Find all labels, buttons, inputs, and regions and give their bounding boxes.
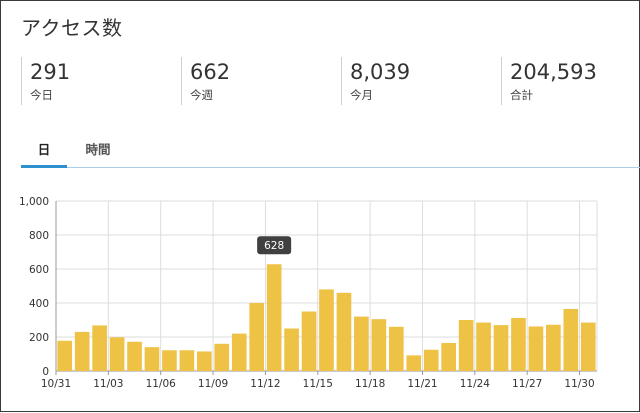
y-tick-label: 200 xyxy=(29,332,49,344)
chart-bar xyxy=(493,325,509,371)
chart-bar xyxy=(301,311,317,371)
x-tick-label: 11/03 xyxy=(93,378,123,390)
chart-bar xyxy=(563,308,579,371)
y-tick-label: 1,000 xyxy=(19,196,49,208)
stat-total: 204,593 合計 xyxy=(501,57,597,105)
chart-bar xyxy=(162,350,177,371)
stat-week: 662 今週 xyxy=(181,57,230,105)
tab-bar: 日 時間 xyxy=(1,131,640,169)
chart-bar xyxy=(92,325,107,371)
chart-bar xyxy=(214,343,230,371)
chart-bar xyxy=(74,331,90,371)
x-tick-label: 11/24 xyxy=(460,378,491,390)
chart-bar xyxy=(528,326,544,371)
chart-bar xyxy=(580,322,596,371)
y-tick-label: 400 xyxy=(29,298,49,310)
widget-title: アクセス数 xyxy=(21,16,123,40)
tab-day[interactable]: 日 xyxy=(21,131,67,165)
y-tick-label: 600 xyxy=(29,264,49,276)
stat-total-label: 合計 xyxy=(510,88,533,102)
stat-month-value: 8,039 xyxy=(350,60,411,84)
tab-day-label: 日 xyxy=(37,141,51,157)
chart-bar xyxy=(336,292,352,371)
chart-bar xyxy=(406,355,422,371)
chart-bar xyxy=(109,337,125,371)
stat-week-label: 今週 xyxy=(190,88,213,102)
x-tick-label: 11/06 xyxy=(146,378,177,390)
x-tick-label: 11/18 xyxy=(355,378,385,390)
y-tick-label: 800 xyxy=(29,230,49,242)
tab-hour[interactable]: 時間 xyxy=(75,131,121,165)
chart-bar xyxy=(127,341,142,371)
tab-hour-label: 時間 xyxy=(85,141,111,157)
chart-bar xyxy=(441,342,456,371)
stat-today-value: 291 xyxy=(30,60,71,84)
chart-bar xyxy=(249,303,265,371)
x-tick-label: 11/21 xyxy=(407,378,437,390)
chart-bar xyxy=(511,317,526,371)
chart-bar xyxy=(476,322,491,371)
chart-bar xyxy=(371,319,387,371)
chart-bar xyxy=(423,349,439,371)
chart-bar xyxy=(319,289,334,371)
chart-bar xyxy=(354,316,369,371)
stat-total-value: 204,593 xyxy=(510,60,597,84)
stat-month: 8,039 今月 xyxy=(341,57,410,105)
stat-today: 291 今日 xyxy=(21,57,70,105)
active-tab-indicator xyxy=(21,165,67,168)
stat-week-value: 662 xyxy=(190,60,231,84)
y-tick-label: 0 xyxy=(42,366,49,378)
chart-bar xyxy=(284,328,299,371)
chart-bar xyxy=(266,264,282,371)
chart-bar xyxy=(57,340,73,371)
x-tick-label: 10/31 xyxy=(41,378,71,390)
tabs-divider xyxy=(21,167,640,168)
x-tick-label: 11/15 xyxy=(303,378,333,390)
x-tick-label: 11/27 xyxy=(512,378,542,390)
stats-row: 291 今日 662 今週 8,039 今月 204,593 合計 xyxy=(1,57,640,107)
tooltip-text: 628 xyxy=(264,240,284,252)
stat-month-label: 今月 xyxy=(350,88,373,102)
stat-today-label: 今日 xyxy=(30,88,53,102)
chart-bar xyxy=(546,324,561,371)
x-tick-label: 11/09 xyxy=(198,378,228,390)
chart-bar xyxy=(231,333,247,371)
tooltip-box xyxy=(257,236,292,255)
chart-bar xyxy=(179,350,195,371)
x-tick-label: 11/12 xyxy=(250,378,280,390)
chart-bar xyxy=(458,320,474,371)
chart-bar xyxy=(388,326,404,371)
x-tick-label: 11/30 xyxy=(564,378,594,390)
chart-bar xyxy=(197,351,212,371)
chart-bar xyxy=(144,347,160,371)
